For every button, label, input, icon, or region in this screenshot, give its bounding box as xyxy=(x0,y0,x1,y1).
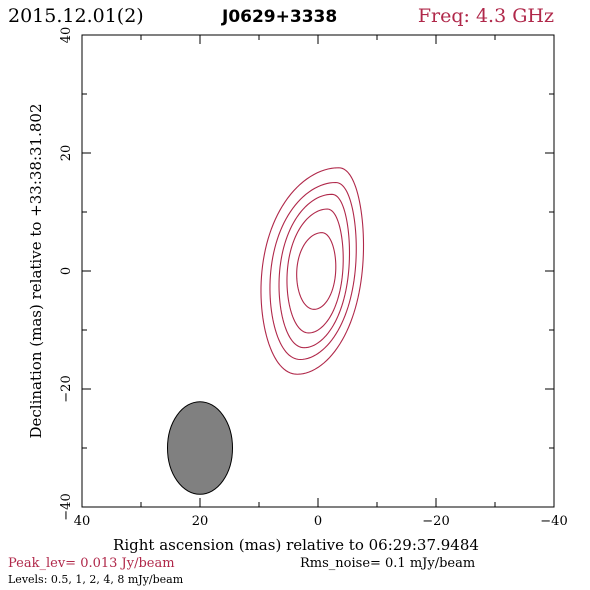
x-tick-label: −20 xyxy=(422,514,449,529)
y-tick-label: 40 xyxy=(59,27,74,44)
contour-layer xyxy=(260,167,365,375)
y-tick-label: 20 xyxy=(59,145,74,162)
beam-layer xyxy=(166,401,234,495)
contour-level-2 xyxy=(278,193,351,349)
contour-level-0.5 xyxy=(260,167,365,375)
ticks-layer xyxy=(81,34,555,508)
footer-levels: Levels: 0.5, 1, 2, 4, 8 mJy/beam xyxy=(8,573,184,586)
y-tick-label: −40 xyxy=(59,493,74,520)
ticklabel-layer: 40 20 0 −20 −40 −40 −20 0 20 40 xyxy=(59,27,568,529)
header-date: 2015.12.01(2) xyxy=(8,5,144,27)
footer-peak: Peak_lev= 0.013 Jy/beam xyxy=(8,556,175,571)
y-tick-label: −20 xyxy=(59,375,74,402)
x-tick-label: −40 xyxy=(540,514,567,529)
contour-level-1 xyxy=(269,181,357,361)
contour-level-4 xyxy=(286,208,344,334)
plot-frame xyxy=(81,34,555,508)
x-tick-label: 40 xyxy=(74,514,91,529)
header-freq: Freq: 4.3 GHz xyxy=(418,5,554,27)
x-axis-label: Right ascension (mas) relative to 06:29:… xyxy=(113,536,479,554)
header-source: J0629+3338 xyxy=(221,7,337,27)
y-tick-label: 0 xyxy=(59,267,74,275)
beam-ellipse xyxy=(166,401,234,495)
footer-rms: Rms_noise= 0.1 mJy/beam xyxy=(300,556,475,571)
y-axis-label: Declination (mas) relative to +33:38:31.… xyxy=(27,103,45,438)
x-tick-label: 20 xyxy=(192,514,209,529)
contour-level-8 xyxy=(296,232,337,310)
x-tick-label: 0 xyxy=(314,514,322,529)
